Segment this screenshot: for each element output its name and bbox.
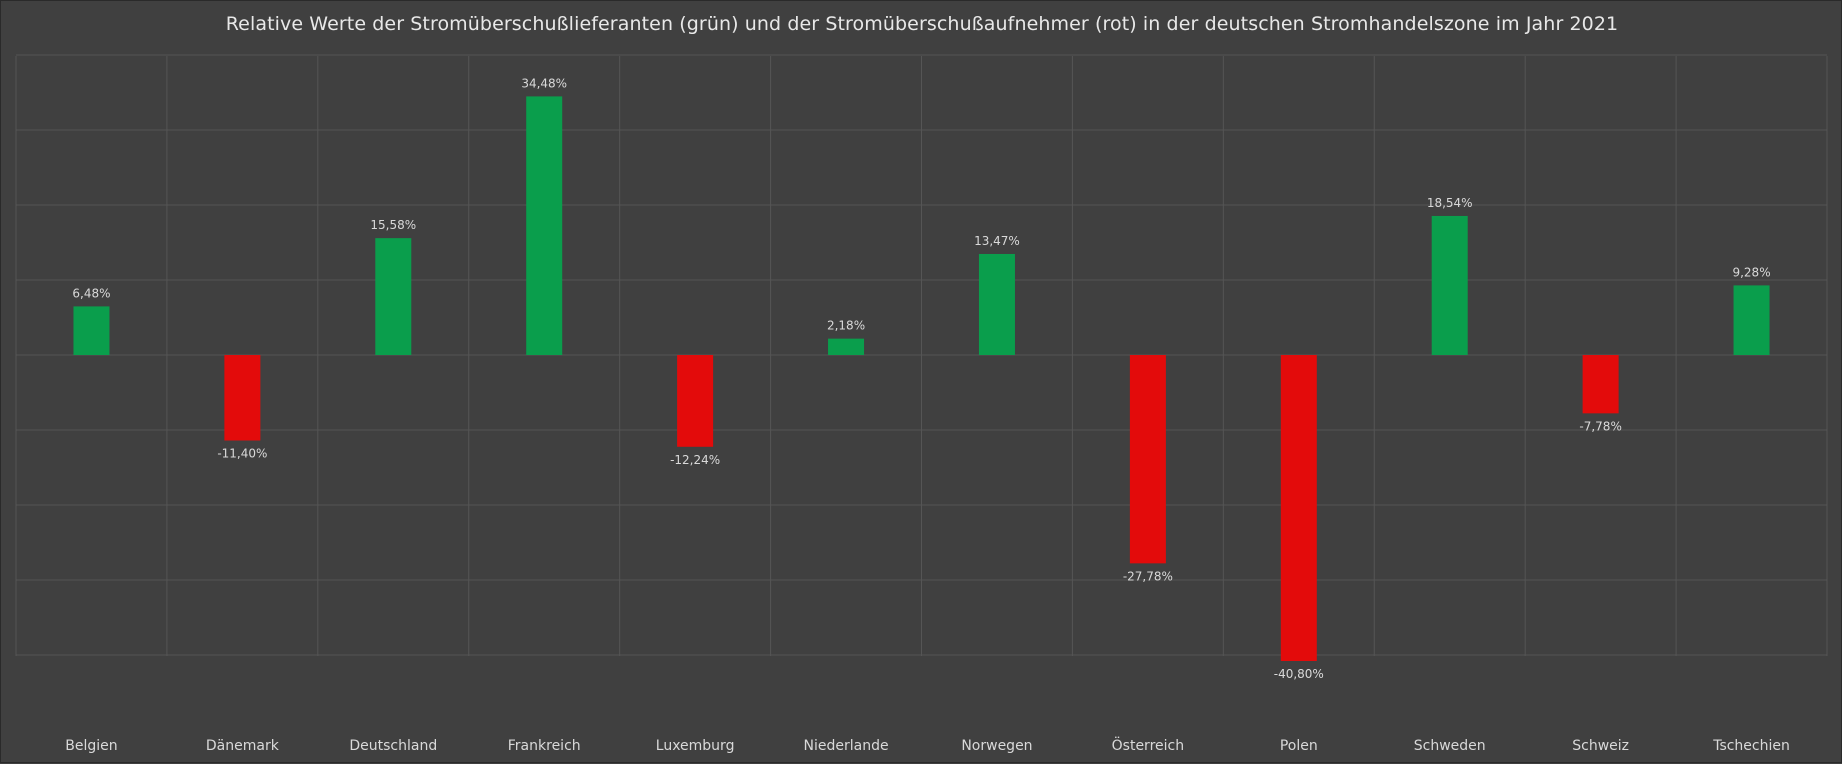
- category-label-7: Österreich: [1112, 736, 1184, 754]
- data-label-10: -7,78%: [1579, 419, 1621, 433]
- data-label-5: 2,18%: [827, 319, 865, 333]
- bar-7: [1129, 355, 1166, 564]
- data-label-7: -27,78%: [1123, 569, 1173, 583]
- category-label-2: Deutschland: [349, 738, 437, 754]
- bar-4: [677, 355, 714, 447]
- category-label-5: Niederlande: [804, 738, 889, 754]
- data-label-8: -40,80%: [1274, 667, 1324, 681]
- category-label-4: Luxemburg: [656, 738, 735, 754]
- bar-6: [978, 253, 1015, 355]
- data-label-3: 34,48%: [521, 76, 567, 90]
- data-label-1: -11,40%: [217, 447, 267, 461]
- bar-9: [1431, 215, 1468, 355]
- bar-8: [1280, 355, 1317, 661]
- category-label-9: Schweden: [1414, 738, 1486, 754]
- category-label-11: Tschechien: [1712, 738, 1790, 754]
- bar-3: [526, 96, 563, 356]
- data-label-4: -12,24%: [670, 453, 720, 467]
- data-label-9: 18,54%: [1427, 196, 1473, 210]
- category-label-10: Schweiz: [1572, 738, 1629, 754]
- data-label-2: 15,58%: [370, 218, 416, 232]
- data-label-0: 6,48%: [72, 286, 110, 300]
- category-label-0: Belgien: [65, 738, 117, 754]
- category-label-8: Polen: [1280, 738, 1318, 754]
- data-label-6: 13,47%: [974, 234, 1020, 248]
- bar-10: [1582, 355, 1619, 414]
- bar-2: [375, 238, 412, 355]
- chart-title: Relative Werte der Stromüberschußliefera…: [225, 13, 1619, 35]
- bar-1: [224, 355, 261, 441]
- data-label-11: 9,28%: [1732, 265, 1770, 279]
- category-label-3: Frankreich: [508, 738, 581, 754]
- bar-11: [1733, 285, 1770, 355]
- category-label-1: Dänemark: [206, 738, 280, 754]
- bar-5: [828, 338, 865, 355]
- category-label-6: Norwegen: [961, 738, 1032, 754]
- bar-0: [73, 306, 110, 355]
